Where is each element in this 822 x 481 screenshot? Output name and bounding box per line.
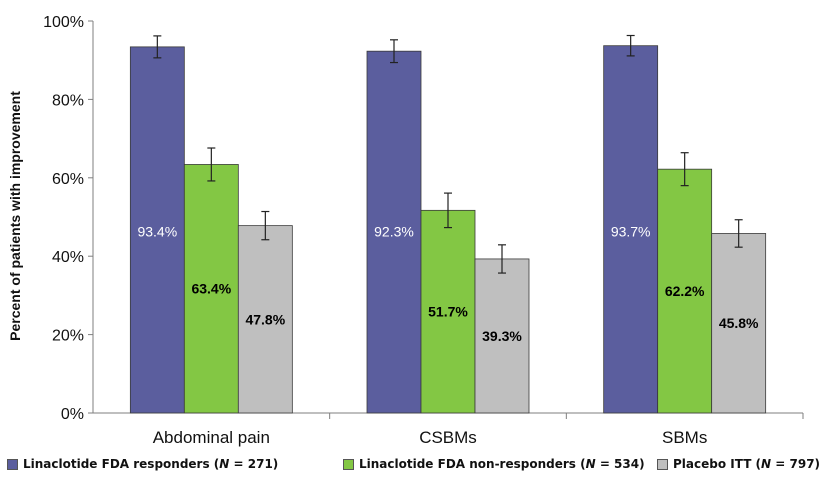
data-label: 45.8% xyxy=(719,315,759,331)
legend-item: Linaclotide FDA non-responders (N = 534) xyxy=(343,457,645,471)
y-tick-label: 20% xyxy=(52,328,84,345)
legend: Linaclotide FDA responders (N = 271) Lina… xyxy=(0,457,822,477)
y-tick-label: 80% xyxy=(52,92,84,109)
legend-label: Linaclotide FDA non-responders (N = 534) xyxy=(359,457,645,471)
x-tick-label: CSBMs xyxy=(419,428,477,447)
y-axis-label: Percent of patients with improvement xyxy=(7,91,23,341)
y-tick-label: 0% xyxy=(61,406,84,423)
y-tick-label: 100% xyxy=(43,14,84,31)
y-tick-label: 60% xyxy=(52,171,84,188)
data-label: 63.4% xyxy=(191,281,231,297)
data-label: 51.7% xyxy=(428,304,468,320)
legend-label: Linaclotide FDA responders (N = 271) xyxy=(23,457,279,471)
data-label: 92.3% xyxy=(374,224,414,240)
bar xyxy=(603,45,659,414)
bar-chart: Percent of patients with improvement 0% 2… xyxy=(7,14,804,447)
legend-label: Placebo ITT (N = 797) xyxy=(673,457,821,471)
data-label: 93.4% xyxy=(137,224,177,240)
legend-swatch xyxy=(657,458,668,470)
legend-item: Placebo ITT (N = 797) xyxy=(657,457,820,471)
legend-swatch xyxy=(7,458,18,470)
bar xyxy=(183,164,239,414)
data-label: 39.3% xyxy=(482,328,522,344)
legend-item: Linaclotide FDA responders (N = 271) xyxy=(7,457,278,471)
bar xyxy=(420,209,476,414)
legend-swatch xyxy=(343,458,354,470)
x-tick-label: SBMs xyxy=(662,428,707,447)
bar xyxy=(237,225,293,414)
bar xyxy=(129,46,185,414)
data-label: 62.2% xyxy=(665,283,705,299)
data-label: 47.8% xyxy=(245,311,285,327)
x-tick-label: Abdominal pain xyxy=(153,428,270,447)
bar xyxy=(366,50,422,414)
bar xyxy=(711,233,767,414)
data-label: 93.7% xyxy=(611,224,651,240)
y-tick-label: 40% xyxy=(52,249,84,266)
